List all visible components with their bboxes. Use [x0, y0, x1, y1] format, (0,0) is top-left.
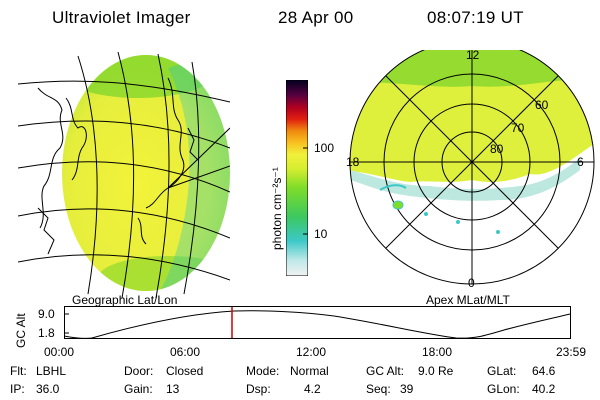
info-mode-value: Normal	[290, 364, 329, 378]
info-mode-key: Mode:	[246, 364, 280, 378]
globe-disk	[62, 55, 230, 291]
apex-polar-plot	[349, 50, 595, 285]
geographic-globe-image	[18, 51, 230, 298]
time-tick-1800: 18:00	[422, 345, 453, 359]
mlat-label-70: 70	[511, 121, 525, 135]
geographic-panel-label: Geographic Lat/Lon	[72, 293, 178, 307]
info-glon-value: 40.2	[532, 382, 556, 396]
altitude-ytick-1-8: 1.8	[38, 326, 55, 340]
info-door-key: Door:	[124, 364, 154, 378]
mlt-label-0: 0	[468, 276, 475, 290]
info-gain-key: Gain:	[124, 382, 153, 396]
coastline-outlines	[37, 77, 199, 255]
time-tick-1200: 12:00	[296, 345, 327, 359]
info-dsp-value: 4.2	[304, 382, 321, 396]
info-gcalt-value: 9.0 Re	[418, 364, 454, 378]
altitude-timeline-plot	[64, 306, 571, 339]
time-tick-0600: 06:00	[170, 345, 201, 359]
colorbar-unit-label: photon cm⁻²s⁻¹	[270, 167, 284, 250]
info-door-value: Closed	[166, 364, 204, 378]
info-flt-key: Flt:	[10, 364, 27, 378]
info-glon-key: GLon:	[487, 382, 520, 396]
date-readout: 28 Apr 00	[278, 8, 354, 27]
altitude-ylabel: GC Alt	[14, 313, 28, 348]
time-tick-0000: 00:00	[44, 345, 75, 359]
mlat-label-80: 80	[490, 142, 504, 156]
app-title: Ultraviolet Imager	[52, 8, 191, 27]
info-flt-value: LBHL	[36, 364, 67, 378]
mlt-label-18: 18	[346, 155, 360, 169]
colorbar-tick-label-10: 10	[314, 227, 328, 241]
info-ip-key: IP:	[10, 382, 25, 396]
info-ip-value: 36.0	[36, 382, 60, 396]
polar-grid	[349, 50, 595, 285]
info-dsp-key: Dsp:	[246, 382, 271, 396]
info-glat-key: GLat:	[487, 364, 517, 378]
mlt-label-6: 6	[577, 155, 584, 169]
info-glat-value: 64.6	[532, 364, 556, 378]
altitude-curve	[64, 310, 571, 339]
apex-panel-label: Apex MLat/MLT	[426, 293, 510, 307]
colorbar-tick-label-100: 100	[314, 141, 335, 155]
info-seq-value: 39	[400, 382, 414, 396]
altitude-ytick-9: 9.0	[38, 307, 55, 321]
info-seq-key: Seq:	[366, 382, 391, 396]
colorbar	[286, 80, 308, 276]
info-gain-value: 13	[166, 382, 180, 396]
time-readout: 08:07:19 UT	[427, 8, 524, 27]
mlat-label-60: 60	[535, 98, 549, 112]
colorbar-gradient	[286, 80, 308, 276]
info-gcalt-key: GC Alt:	[366, 364, 405, 378]
mlt-label-12: 12	[466, 48, 480, 62]
time-tick-2359: 23:59	[556, 345, 587, 359]
lat-lon-grid	[18, 51, 230, 298]
